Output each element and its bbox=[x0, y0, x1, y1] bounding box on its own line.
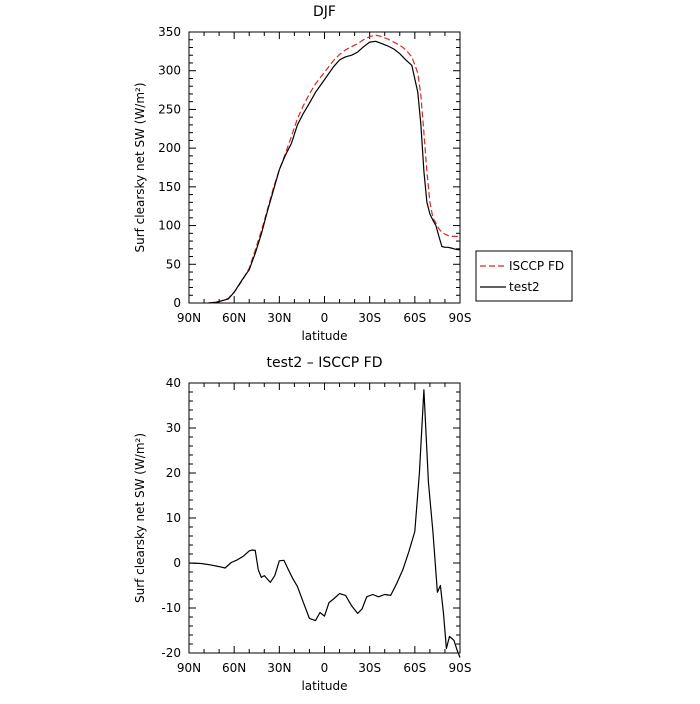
x-tick-label: 90N bbox=[177, 661, 201, 675]
chart-panel-2: 90N 60N 30N 0 30S 60S 90S -20 -10 0 10 20 30 40 test2 … bbox=[133, 355, 471, 693]
y-tick-label: -20 bbox=[161, 646, 181, 660]
y-tick-label: 350 bbox=[158, 25, 181, 39]
x-tick-label: 0 bbox=[321, 311, 329, 325]
series-line-isccp-fd bbox=[208, 34, 460, 304]
legend-label: ISCCP FD bbox=[509, 259, 564, 273]
x-tick-label: 30S bbox=[358, 661, 381, 675]
legend-box bbox=[475, 250, 573, 302]
chart-title: DJF bbox=[313, 4, 336, 20]
x-tick-label: 90S bbox=[449, 661, 472, 675]
x-tick-label: 30N bbox=[267, 311, 291, 325]
y-tick-label: 100 bbox=[158, 219, 181, 233]
y-tick-label: -10 bbox=[161, 601, 181, 615]
y-tick-label: 0 bbox=[173, 296, 181, 310]
x-tick-label: 90N bbox=[177, 311, 201, 325]
x-axis-title: latitude bbox=[301, 679, 347, 693]
x-tick-label: 30S bbox=[358, 311, 381, 325]
x-tick-label: 30N bbox=[267, 661, 291, 675]
x-tick-label: 90S bbox=[449, 311, 472, 325]
y-tick-label: 150 bbox=[158, 180, 181, 194]
series-line-test2 bbox=[208, 40, 460, 304]
y-axis-title: Surf clearsky net SW (W/m²) bbox=[133, 82, 147, 252]
series-line-difference bbox=[188, 389, 461, 658]
y-tick-label: 10 bbox=[166, 511, 181, 525]
chart-title: test2 – ISCCP FD bbox=[267, 355, 383, 371]
legend: ISCCP FD test2 bbox=[475, 250, 573, 302]
x-tick-label: 60N bbox=[222, 661, 246, 675]
x-tick-label: 0 bbox=[321, 661, 329, 675]
legend-label: test2 bbox=[509, 280, 540, 294]
y-tick-label: 250 bbox=[158, 102, 181, 116]
y-axis-title: Surf clearsky net SW (W/m²) bbox=[133, 433, 147, 603]
y-tick-label: 0 bbox=[173, 556, 181, 570]
y-tick-label: 300 bbox=[158, 64, 181, 78]
x-axis-title: latitude bbox=[301, 329, 347, 343]
y-tick-label: 20 bbox=[166, 466, 181, 480]
y-tick-label: 200 bbox=[158, 141, 181, 155]
y-tick-label: 30 bbox=[166, 421, 181, 435]
y-tick-label: 40 bbox=[166, 376, 181, 390]
x-tick-label: 60S bbox=[403, 311, 426, 325]
y-tick-label: 50 bbox=[166, 257, 181, 271]
chart-panel-1: 90N 60N 30N 0 30S 60S 90S 0 50 100 150 200 250 300 350… bbox=[133, 4, 573, 343]
x-tick-label: 60N bbox=[222, 311, 246, 325]
x-tick-label: 60S bbox=[403, 661, 426, 675]
